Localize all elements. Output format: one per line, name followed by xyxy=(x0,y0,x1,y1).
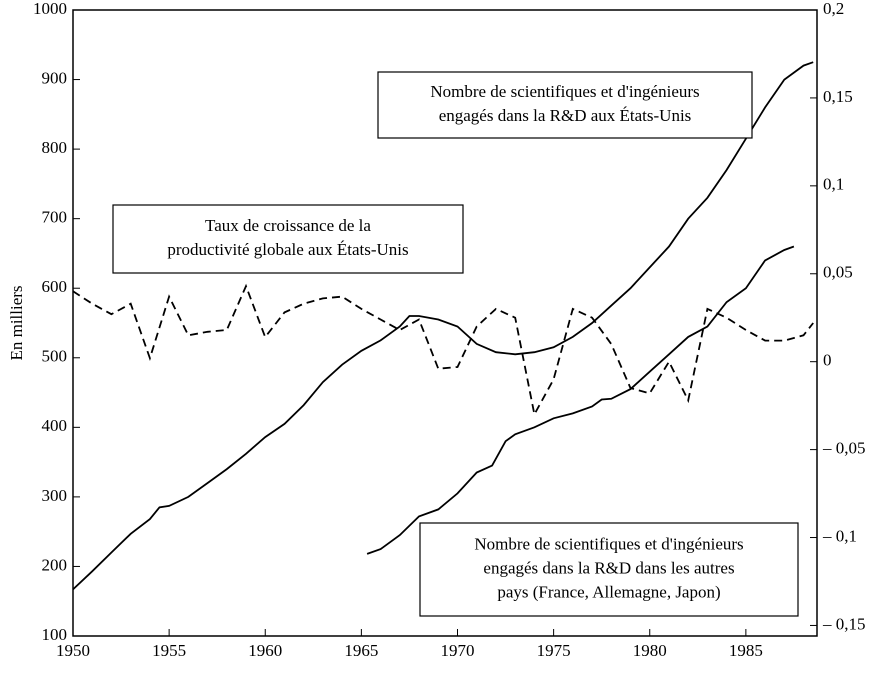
y2-tick-label: 0,2 xyxy=(823,0,844,18)
y-tick-label: 900 xyxy=(42,68,68,87)
y2-tick-label: – 0,1 xyxy=(822,526,857,545)
y2-tick-label: – 0,05 xyxy=(822,439,866,458)
x-tick-label: 1965 xyxy=(344,641,378,660)
annotation-text: engagés dans la R&D aux États-Unis xyxy=(439,106,692,125)
annotation-text: Nombre de scientifiques et d'ingénieurs xyxy=(474,534,743,553)
annotation-box xyxy=(112,204,464,274)
y-tick-label: 500 xyxy=(42,347,68,366)
y-tick-label: 300 xyxy=(42,486,68,505)
y2-tick-label: 0,15 xyxy=(823,87,853,106)
x-tick-label: 1985 xyxy=(729,641,763,660)
x-tick-label: 1975 xyxy=(537,641,571,660)
x-tick-label: 1970 xyxy=(440,641,474,660)
annotation-text: pays (France, Allemagne, Japon) xyxy=(497,582,720,601)
y2-tick-label: – 0,15 xyxy=(822,614,866,633)
annotation-box xyxy=(377,71,753,139)
x-tick-label: 1950 xyxy=(56,641,90,660)
series-line xyxy=(72,61,814,591)
y-axis-label: En milliers xyxy=(7,285,26,360)
annotation-text: engagés dans la R&D dans les autres xyxy=(483,558,734,577)
series-line xyxy=(366,245,795,555)
x-tick-label: 1955 xyxy=(152,641,186,660)
y-tick-label: 800 xyxy=(42,138,68,157)
y-tick-label: 100 xyxy=(42,625,68,644)
y2-tick-label: 0,1 xyxy=(823,175,844,194)
y2-tick-label: 0,05 xyxy=(823,263,853,282)
series-line xyxy=(72,283,814,418)
x-tick-label: 1960 xyxy=(248,641,282,660)
y-tick-label: 700 xyxy=(42,208,68,227)
y-tick-label: 400 xyxy=(42,416,68,435)
annotation-text: Taux de croissance de la xyxy=(205,216,371,235)
y-tick-label: 1000 xyxy=(33,0,67,18)
y2-tick-label: 0 xyxy=(823,351,832,370)
y-tick-label: 200 xyxy=(42,555,68,574)
plot-frame xyxy=(72,9,818,637)
annotation-text: productivité globale aux États-Unis xyxy=(167,240,408,259)
annotation-box xyxy=(419,522,799,617)
annotation-text: Nombre de scientifiques et d'ingénieurs xyxy=(430,82,699,101)
y-tick-label: 600 xyxy=(42,277,68,296)
x-tick-label: 1980 xyxy=(633,641,667,660)
